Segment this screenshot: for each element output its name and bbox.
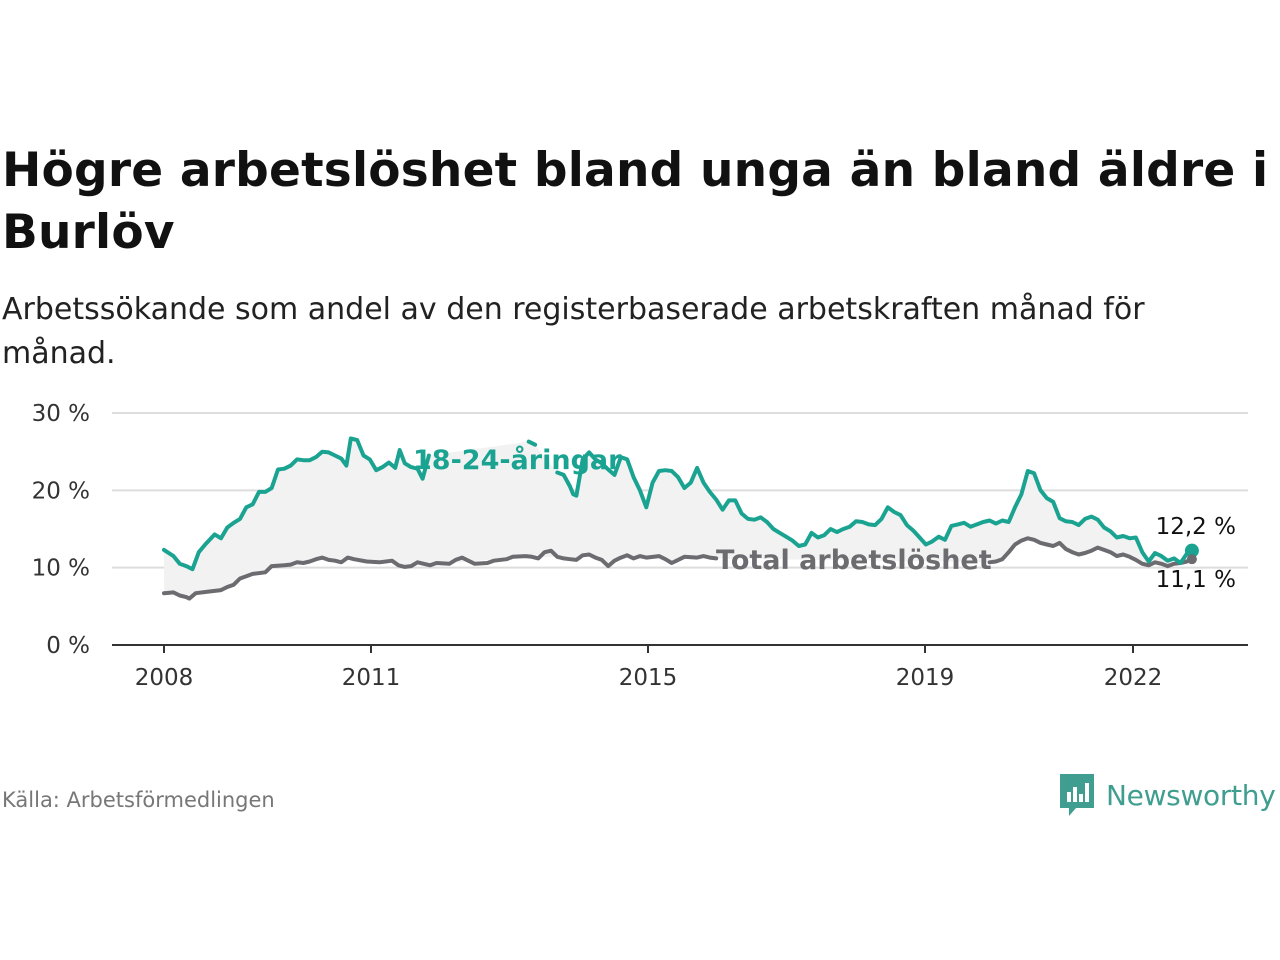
series-label-young: 18-24-åringar [413,444,622,476]
chart-title: Högre arbetslöshet bland unga än bland ä… [2,143,1269,260]
series-line-young-b [526,439,538,447]
brand-logo[interactable]: Newsworthy [1058,772,1276,818]
newsworthy-icon [1060,774,1094,816]
x-tick-label-2022: 2022 [1104,665,1163,691]
y-tick-label-10: 10 % [32,556,90,582]
x-tick-label-2019: 2019 [896,665,955,691]
x-tick-label-2008: 2008 [135,665,194,691]
end-point-total [1186,554,1197,565]
series-line-young-c [555,450,1194,565]
end-point-young [1184,543,1199,558]
chart-subtitle: Arbetssökande som andel av den registerb… [2,292,1145,371]
line-chart: 0 % 10 % 20 % 30 % 2008 2011 2015 2019 2022 18-24… [32,401,1248,691]
y-tick-label-20: 20 % [32,478,90,504]
source-note: Källa: Arbetsförmedlingen [2,788,275,812]
end-label-total: 11,1 % [1156,567,1236,593]
y-tick-label-0: 0 % [46,633,90,659]
series-line-young-a [162,436,431,572]
series-label-total: Total arbetslöshet [716,545,992,576]
x-tick-label-2011: 2011 [342,665,401,691]
brand-name: Newsworthy [1106,778,1276,812]
series-band [164,438,1192,598]
series-line-total-a [162,548,719,601]
end-label-young: 12,2 % [1156,514,1236,540]
y-tick-label-30: 30 % [32,401,90,427]
x-tick-label-2015: 2015 [619,665,678,691]
series-line-total-b [987,536,1194,569]
